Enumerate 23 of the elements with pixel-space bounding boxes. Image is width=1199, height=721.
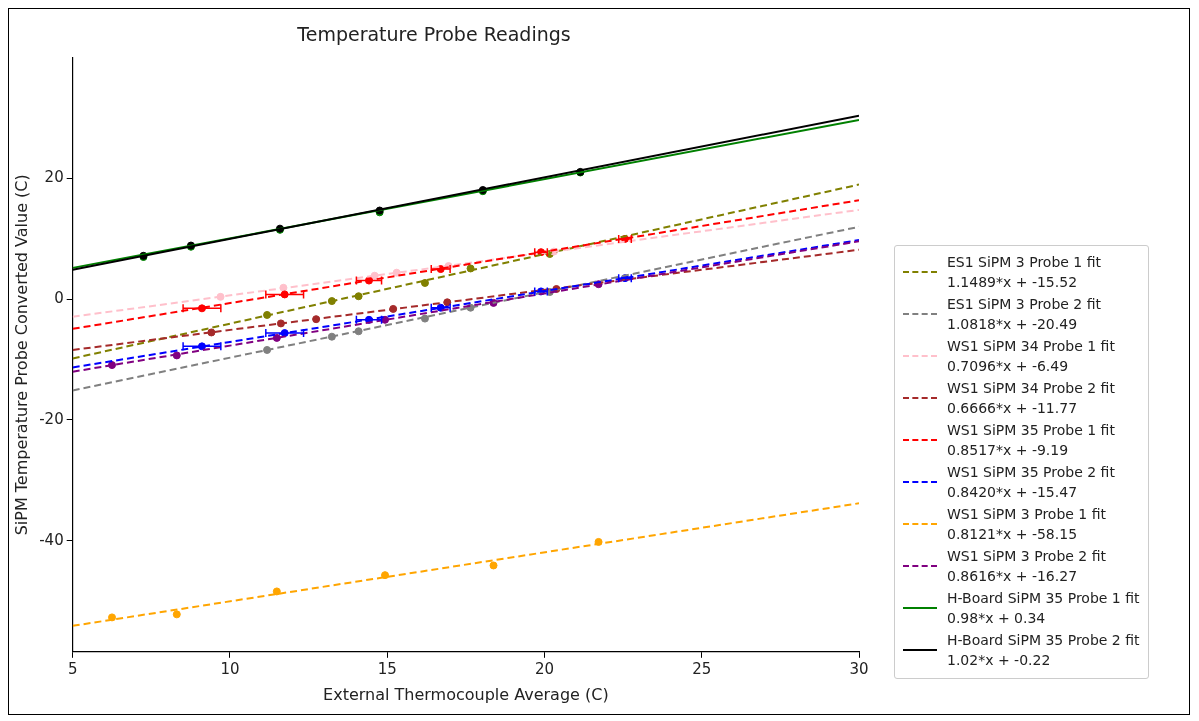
legend-label: WS1 SiPM 34 Probe 2 fit 0.6666*x + -11.77: [947, 379, 1115, 418]
y-tick-label: -20: [39, 409, 64, 428]
legend-label: H-Board SiPM 35 Probe 1 fit 0.98*x + 0.34: [947, 589, 1140, 628]
y-tick-label: 20: [44, 168, 64, 187]
legend-label: WS1 SiPM 3 Probe 1 fit 0.8121*x + -58.15: [947, 505, 1107, 544]
legend-label: WS1 SiPM 35 Probe 2 fit 0.8420*x + -15.47: [947, 463, 1115, 502]
x-axis-title: External Thermocouple Average (C): [323, 684, 609, 704]
y-tick-label: 0: [54, 289, 64, 308]
legend-label: ES1 SiPM 3 Probe 1 fit 1.1489*x + -15.52: [947, 253, 1102, 292]
legend-label: WS1 SiPM 34 Probe 1 fit 0.7096*x + -6.49: [947, 337, 1115, 376]
chart-title: Temperature Probe Readings: [296, 23, 571, 46]
x-tick-label: 5: [67, 659, 78, 678]
x-tick-label: 25: [692, 659, 712, 678]
x-tick-label: 10: [220, 659, 240, 678]
legend-label: ES1 SiPM 3 Probe 2 fit 1.0818*x + -20.49: [947, 295, 1102, 334]
legend-label: WS1 SiPM 3 Probe 2 fit 0.8616*x + -16.27: [947, 547, 1107, 586]
x-tick-label: 30: [849, 659, 869, 678]
y-tick-label: -40: [39, 530, 64, 549]
legend-label: H-Board SiPM 35 Probe 2 fit 1.02*x + -0.22: [947, 631, 1140, 670]
x-tick-label: 20: [534, 659, 555, 678]
x-tick-label: 15: [377, 659, 397, 678]
y-axis-title: SiPM Temperature Probe Converted Value (C): [11, 174, 31, 536]
legend-label: WS1 SiPM 35 Probe 1 fit 0.8517*x + -9.19: [947, 421, 1115, 460]
